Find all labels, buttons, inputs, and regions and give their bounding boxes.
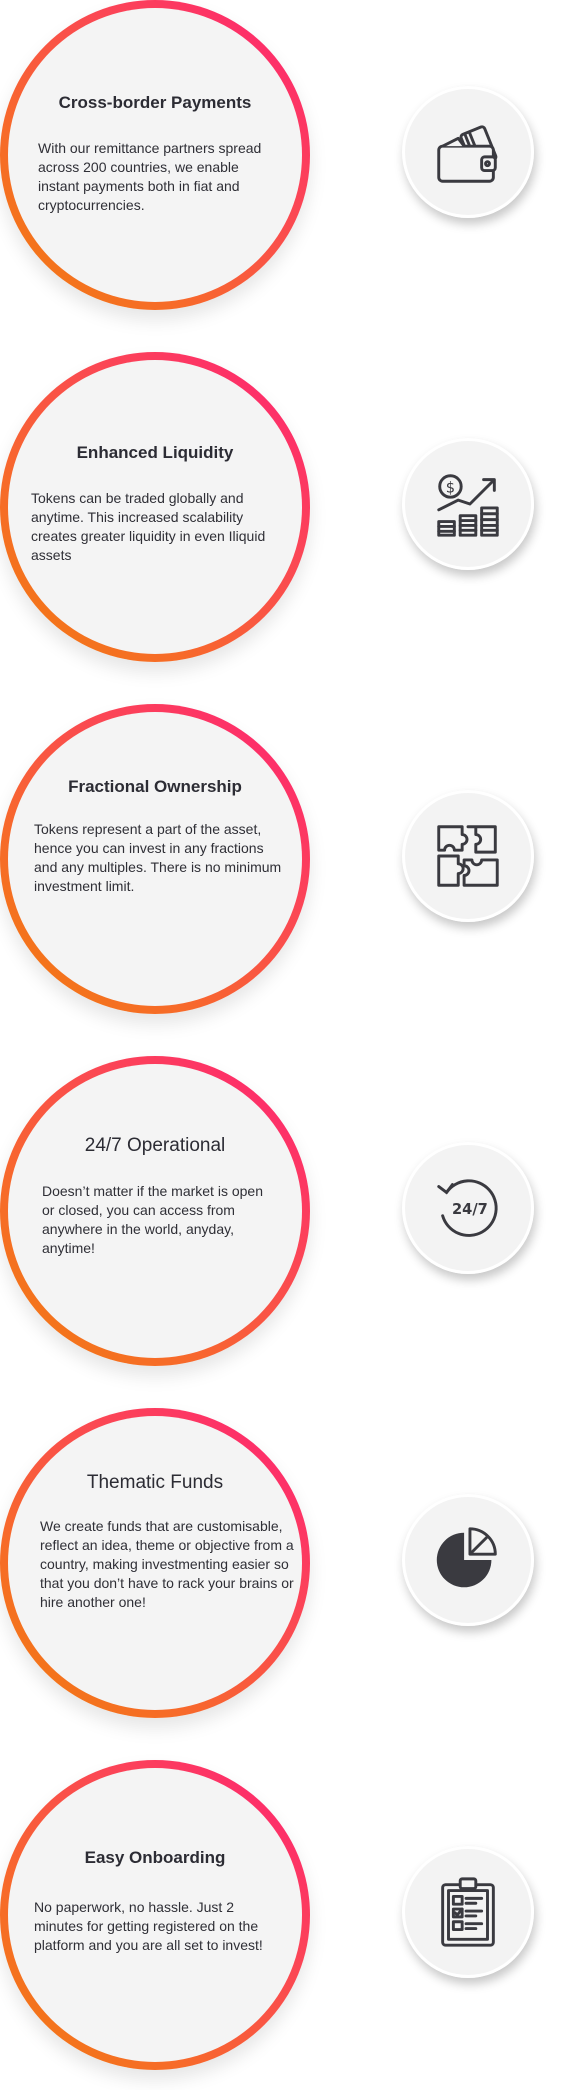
feature-cross-border-payments: Cross-border Payments With our remittanc… <box>0 0 561 330</box>
feature-icon-badge <box>402 1846 534 1978</box>
svg-text:$: $ <box>446 479 455 496</box>
feature-description: Tokens can be traded globally and anytim… <box>31 490 266 563</box>
feature-disc <box>8 360 302 654</box>
feature-title: 24/7 Operational <box>84 1135 226 1156</box>
feature-ring <box>0 1408 310 1718</box>
feature-icon-badge: 24/7 <box>402 1142 534 1274</box>
feature-easy-onboarding: Easy Onboarding No paperwork, no hassle.… <box>0 1760 561 2090</box>
feature-icon-badge: $ <box>402 438 534 570</box>
feature-icon-badge <box>402 1494 534 1626</box>
feature-description: We create funds that are customisable, r… <box>40 1518 294 1610</box>
feature-title: Cross-border Payments <box>58 93 252 112</box>
feature-enhanced-liquidity: Enhanced Liquidity Tokens can be traded … <box>0 352 561 682</box>
feature-ring <box>0 704 310 1014</box>
feature-disc <box>8 1768 302 2062</box>
clipboard-checklist-icon <box>441 1877 495 1947</box>
feature-title: Fractional Ownership <box>68 777 242 796</box>
feature-title: Easy Onboarding <box>84 1848 226 1867</box>
feature-icon-badge <box>402 86 534 218</box>
feature-description: With our remittance partners spread acro… <box>38 140 262 213</box>
feature-icon-badge <box>402 790 534 922</box>
feature-fractional-ownership: Fractional Ownership Tokens represent a … <box>0 704 561 1034</box>
feature-thematic-funds: Thematic Funds We create funds that are … <box>0 1408 561 1738</box>
feature-disc <box>8 712 302 1006</box>
pie-chart-icon <box>436 1527 497 1588</box>
feature-disc <box>8 1416 302 1710</box>
feature-ring <box>0 352 310 662</box>
feature-title: Thematic Funds <box>86 1472 224 1493</box>
feature-description: No paperwork, no hassle. Just 2 minutes … <box>34 1899 263 1953</box>
feature-24-7-operational: 24/7 Operational Doesn’t matter if the m… <box>0 1056 561 1386</box>
feature-disc <box>8 1064 302 1358</box>
clock-24-7-icon: 24/7 <box>437 1179 498 1237</box>
feature-description: Tokens represent a part of the asset, he… <box>34 821 282 894</box>
wallet-icon <box>437 125 498 183</box>
puzzle-icon <box>437 825 499 887</box>
feature-description: Doesn’t matter if the market is open or … <box>42 1183 263 1256</box>
feature-title: Enhanced Liquidity <box>76 443 234 462</box>
clock-24-7-label: 24/7 <box>452 1201 488 1218</box>
growth-chart-icon: $ <box>437 474 499 537</box>
feature-ring <box>0 0 310 310</box>
feature-ring <box>0 1056 310 1366</box>
feature-disc <box>8 8 302 302</box>
feature-ring <box>0 1760 310 2070</box>
